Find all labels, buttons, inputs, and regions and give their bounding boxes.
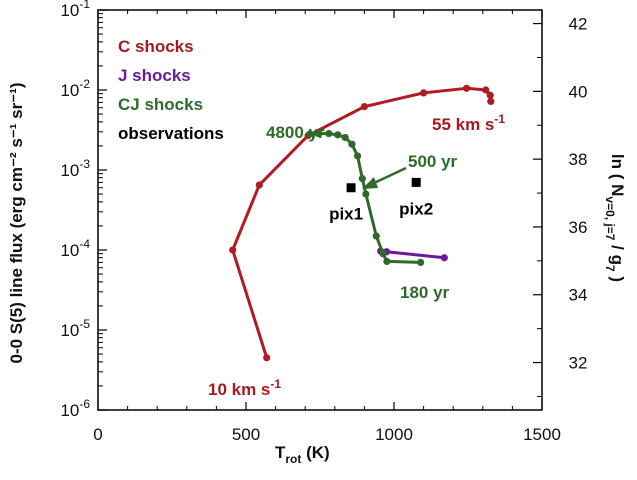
data-point-cj-shocks xyxy=(383,257,391,266)
y-axis-right-label: ln ( Nv=0, j=7 / g7 ) xyxy=(603,154,627,282)
data-point-cj-shocks xyxy=(417,258,425,266)
annotation-180-yr: 180 yr xyxy=(400,283,450,302)
y-right-tick-label: 40 xyxy=(569,82,588,101)
y-right-tick-label: 42 xyxy=(569,15,588,34)
data-point-cj-shocks xyxy=(372,232,380,240)
y-tick-label: 10-4 xyxy=(60,237,90,260)
data-point-cj-shocks xyxy=(358,175,366,183)
data-point-c-shocks xyxy=(486,91,494,99)
series-line-cj-shocks xyxy=(309,132,421,264)
x-tick-label: 1000 xyxy=(375,425,413,444)
data-point-cj-shocks xyxy=(334,131,342,139)
y-tick-label: 10-5 xyxy=(60,317,90,340)
y-right-tick-label: 36 xyxy=(569,218,588,237)
series-layer xyxy=(229,84,495,362)
data-point-c-shocks xyxy=(263,354,271,362)
ticks: 0 500 1000 1500 10-6 10-5 10-4 10-3 10-2 10-1 32 34… xyxy=(60,0,587,444)
arrow-500-yr xyxy=(362,166,407,189)
observation-marker-pix2 xyxy=(411,177,421,187)
annotation-55-km-s: 55 km s-1 xyxy=(432,112,505,134)
data-point-cj-shocks xyxy=(341,133,349,142)
legend-entry-c-shocks: C shocks xyxy=(118,37,194,56)
data-point-c-shocks xyxy=(229,246,237,254)
x-tick-label: 500 xyxy=(232,425,260,444)
data-point-c-shocks xyxy=(462,84,471,92)
observations-layer: pix1 pix2 xyxy=(329,177,433,224)
data-point-c-shocks xyxy=(360,103,368,111)
plot-frame xyxy=(97,9,543,411)
data-point-c-shocks xyxy=(482,86,490,94)
x-axis-label: Trot (K) xyxy=(275,443,330,466)
y-axis-left-label: 0-0 S(5) line flux (erg cm⁻² s⁻¹ sr⁻¹) xyxy=(7,82,26,363)
legend-entry-cj-shocks: CJ shocks xyxy=(118,95,203,114)
data-point-cj-shocks xyxy=(325,130,333,138)
observation-label-pix1: pix1 xyxy=(329,205,363,224)
data-point-c-shocks xyxy=(255,181,263,189)
data-point-cj-shocks xyxy=(379,250,387,258)
data-point-cj-shocks xyxy=(314,130,323,138)
observation-label-pix2: pix2 xyxy=(399,199,433,218)
annotation-500-yr: 500 yr xyxy=(408,152,458,171)
data-point-c-shocks xyxy=(420,89,428,97)
data-point-cj-shocks xyxy=(362,190,370,198)
legend: C shocks J shocks CJ shocks observations xyxy=(118,37,224,143)
y-right-tick-label: 38 xyxy=(569,150,588,169)
x-tick-label: 1500 xyxy=(523,425,561,444)
data-point-cj-shocks xyxy=(306,130,314,138)
data-point-j-shocks xyxy=(440,254,448,262)
y-tick-label: 10-3 xyxy=(60,157,90,180)
y-right-tick-label: 32 xyxy=(569,354,588,373)
legend-entry-observations: observations xyxy=(118,124,224,143)
legend-entry-j-shocks: J shocks xyxy=(118,66,191,85)
y-tick-label: 10-1 xyxy=(60,0,90,20)
observation-marker-pix1 xyxy=(346,183,356,193)
annotation-10-km-s: 10 km s-1 xyxy=(208,377,281,399)
data-point-cj-shocks xyxy=(348,140,356,148)
y-right-tick-label: 34 xyxy=(569,286,588,305)
annotation-4800-yr: 4800 yr xyxy=(266,123,325,142)
data-point-c-shocks xyxy=(487,97,495,106)
data-point-cj-shocks xyxy=(353,152,362,160)
x-tick-label: 0 xyxy=(93,425,102,444)
y-tick-label: 10-2 xyxy=(60,77,90,100)
series-line-j-shocks xyxy=(380,249,445,260)
y-tick-label: 10-6 xyxy=(60,397,90,420)
